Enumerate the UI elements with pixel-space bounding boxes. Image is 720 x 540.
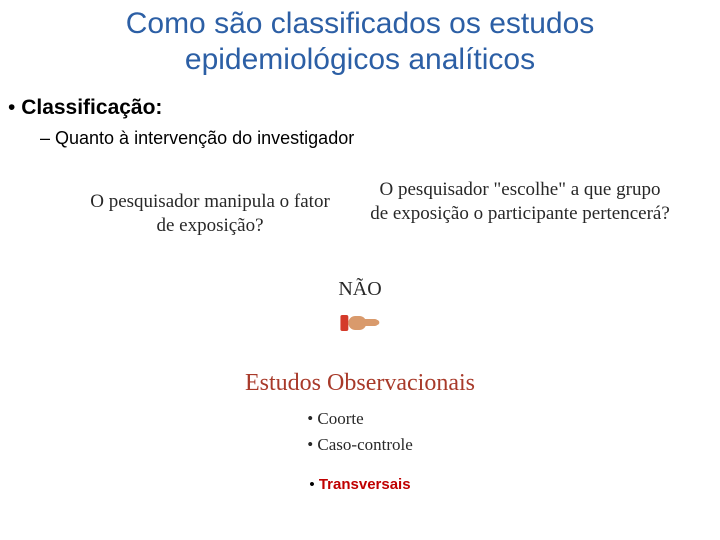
list-item-caso-controle: Caso-controle bbox=[307, 432, 413, 458]
question-chooses: O pesquisador "escolhe" a que grupo de e… bbox=[370, 178, 670, 226]
observational-studies-title: Estudos Observacionais bbox=[245, 370, 475, 397]
transversais-label: Transversais bbox=[319, 476, 411, 493]
study-types-list: Coorte Caso-controle bbox=[307, 406, 413, 457]
pointing-hand-icon bbox=[340, 309, 380, 335]
question-manipulates: O pesquisador manipula o fator de exposi… bbox=[80, 190, 340, 238]
bullet-classification: Classificação: bbox=[8, 96, 720, 120]
bullet-list: Classificação: Quanto à intervenção do i… bbox=[0, 78, 720, 149]
answer-block: NÃO bbox=[338, 278, 381, 341]
answer-no: NÃO bbox=[338, 278, 381, 301]
list-item-transversais: • Transversais bbox=[309, 476, 410, 493]
bullet-intervention: Quanto à intervenção do investigador bbox=[8, 128, 720, 149]
slide-title: Como são classificados os estudos epidem… bbox=[0, 0, 720, 78]
list-item-coorte: Coorte bbox=[307, 406, 413, 432]
